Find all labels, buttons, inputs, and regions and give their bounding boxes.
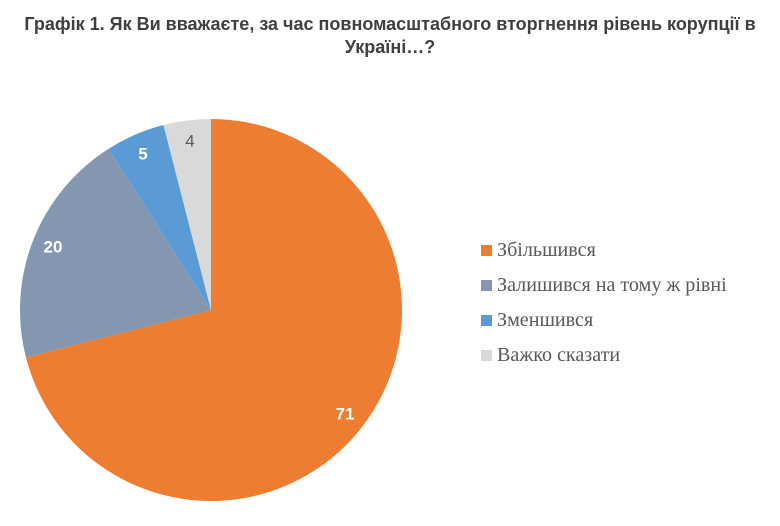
svg-text:4: 4 xyxy=(185,132,194,151)
svg-text:71: 71 xyxy=(336,405,355,424)
svg-text:20: 20 xyxy=(44,238,63,257)
svg-text:5: 5 xyxy=(138,145,147,164)
